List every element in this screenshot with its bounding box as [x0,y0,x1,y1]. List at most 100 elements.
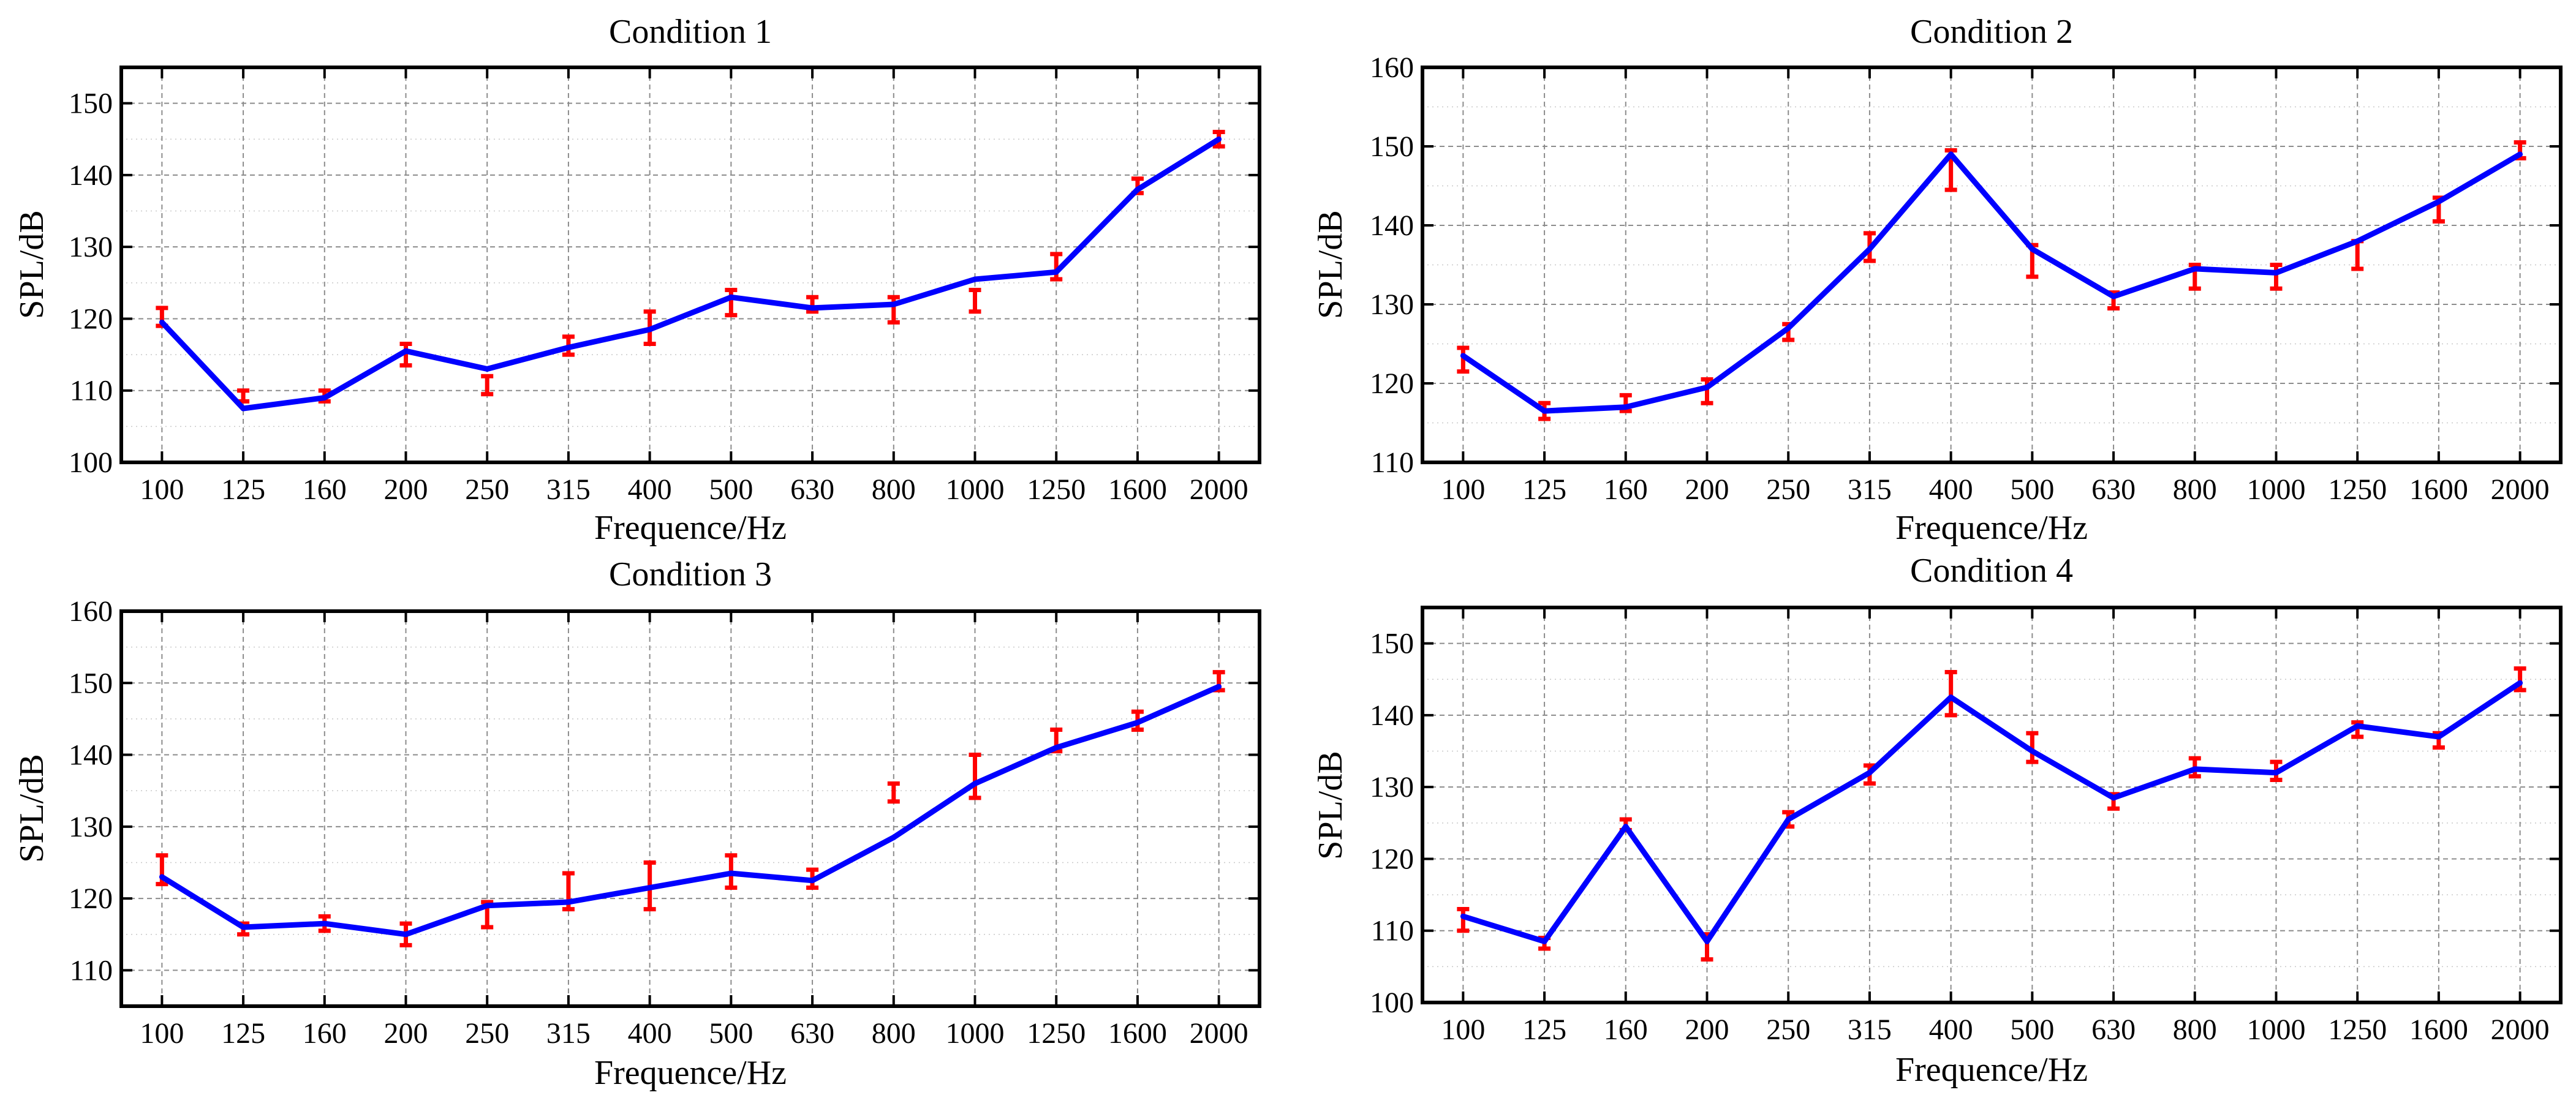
y-tick-label: 110 [70,375,113,407]
data-point [484,903,490,909]
x-tick-label: 100 [140,473,184,506]
y-tick-label: 110 [70,954,113,987]
x-tick-label: 2000 [2491,1014,2550,1046]
y-tick-label: 130 [1370,288,1414,321]
data-point [2192,766,2198,772]
data-point [1460,353,1466,359]
data-point [2436,198,2442,205]
y-tick-label: 140 [1370,209,1414,242]
x-tick-label: 315 [546,473,591,506]
y-tick-label: 120 [69,303,113,335]
y-tick-label: 150 [69,88,113,120]
data-point [403,348,409,354]
y-tick-label: 110 [1371,446,1414,479]
series-line [1461,151,2521,414]
data-point [2192,266,2198,272]
error-bar [969,288,981,314]
x-tick-label: 315 [1848,1014,1892,1046]
data-point [647,326,653,333]
x-tick-label: 630 [2091,473,2136,506]
x-tick-label: 1600 [2409,1014,2468,1046]
y-tick-label: 160 [1370,51,1414,84]
x-tick-label: 160 [303,1017,347,1050]
x-tick-label: 630 [2091,1014,2136,1046]
error-bar [1050,252,1063,282]
x-tick-label: 100 [140,1017,184,1050]
data-point [2517,680,2523,686]
panel-condition-2: Condition 2 SPL/dB Frequence/Hz 110 120 13… [1312,13,2563,547]
x-tick-label: 250 [1766,1014,1810,1046]
x-tick-label: 250 [1766,473,1810,506]
data-point [2110,795,2117,801]
error-bar [2026,731,2039,764]
y-tick-label: 150 [1370,628,1414,660]
x-tick-label: 1250 [2328,1014,2387,1046]
error-bar [969,753,981,800]
x-tick-label: 1600 [2409,473,2468,506]
data-point [484,366,490,372]
x-tick-label: 1000 [946,1017,1005,1050]
data-point [1704,384,1710,390]
x-tick-label: 630 [790,473,834,506]
x-tick-label: 800 [872,473,916,506]
plot-frame [119,66,1261,464]
x-tick-label: 250 [465,1017,509,1050]
data-point [809,305,815,311]
x-tick-label: 630 [790,1017,834,1050]
error-bar [887,781,900,804]
data-point [1216,136,1222,142]
data-point [2273,269,2279,276]
y-tick-label: 100 [69,446,113,479]
data-point [2436,734,2442,740]
data-point [728,870,734,876]
x-tick-label: 2000 [1190,1017,1248,1050]
data-point [565,344,572,350]
x-tick-label: 1250 [1027,1017,1086,1050]
y-tick-label: 140 [1370,699,1414,732]
x-tick-label: 315 [546,1017,591,1050]
data-point [2110,293,2117,299]
x-tick-label: 125 [221,1017,265,1050]
error-bar [481,374,494,397]
y-tick-label: 160 [69,595,113,628]
x-tick-label: 400 [628,473,672,506]
y-tick-label: 130 [69,811,113,843]
data-point [1053,745,1059,751]
data-point [2029,748,2035,754]
data-point [1785,816,1791,822]
x-tick-label: 1250 [1027,473,1086,506]
error-bar [887,295,900,325]
x-tick-label: 2000 [1190,473,1248,506]
x-tick-label: 500 [709,473,753,506]
x-tick-label: 200 [1685,1014,1729,1046]
data-point [1135,720,1141,726]
error-bar [1457,345,1470,374]
data-point [322,920,328,927]
y-axis-label: SPL/dB [1312,210,1350,318]
data-point [240,924,246,930]
y-axis-label: SPL/dB [13,210,51,318]
x-tick-label: 200 [384,1017,428,1050]
error-bar [725,288,738,318]
data-point [2029,246,2035,252]
error-bar [399,342,412,368]
y-axis-label: SPL/dB [13,754,51,862]
data-point [1704,938,1710,944]
y-tick-label: 150 [69,667,113,699]
x-tick-label: 500 [2010,473,2054,506]
x-axis-label: Frequence/Hz [1895,509,2088,547]
error-bar [1944,670,1957,718]
x-axis-label: Frequence/Hz [594,1054,787,1092]
x-tick-label: 250 [465,473,509,506]
x-tick-label: 800 [872,1017,916,1050]
x-tick-label: 315 [1848,473,1892,506]
data-point [891,301,897,307]
panel-title: Condition 2 [1910,13,2073,51]
data-point [1623,824,1629,830]
plot-frame [119,609,1261,1008]
data-point [1623,404,1629,410]
x-tick-label: 125 [221,473,265,506]
panel-condition-4: Condition 4 SPL/dB Frequence/Hz 100 110 12… [1312,552,2563,1089]
y-tick-label: 130 [69,231,113,263]
y-tick-label: 120 [69,882,113,915]
